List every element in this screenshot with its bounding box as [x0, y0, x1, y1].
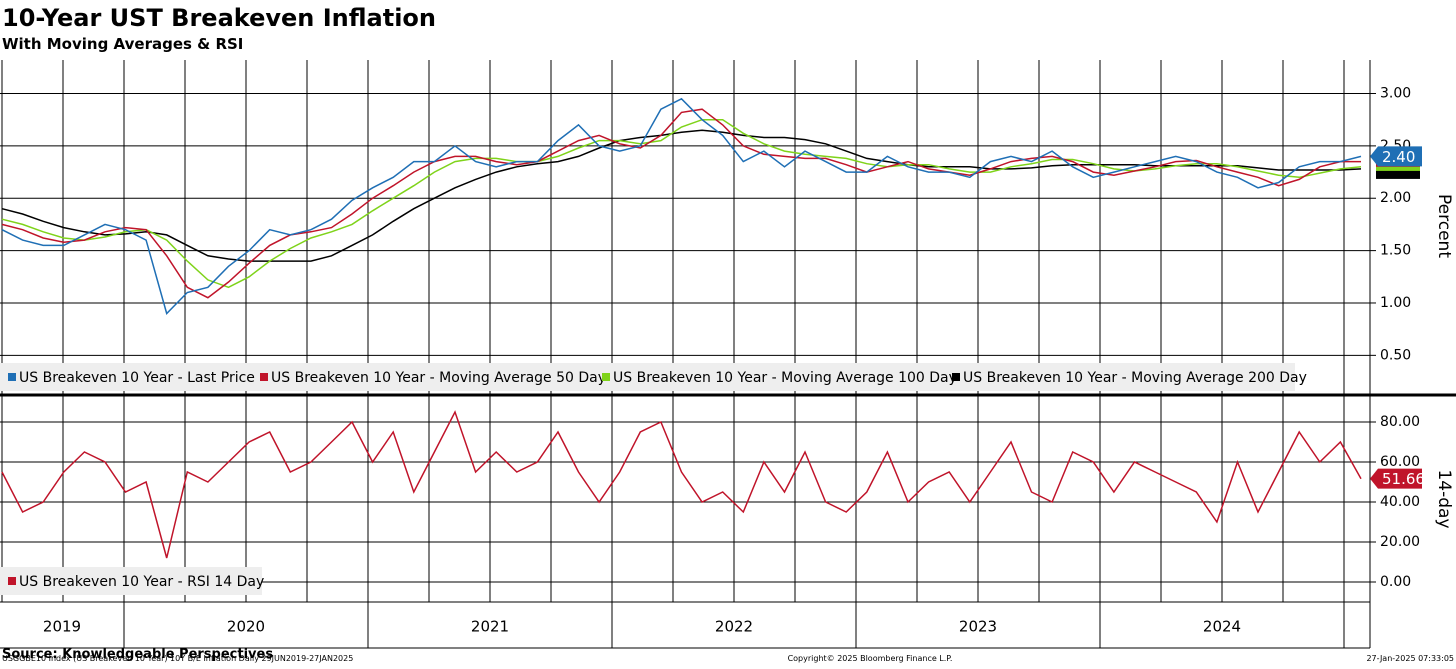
source-note: Source: Knowledgeable Perspectives [2, 647, 273, 662]
legend-background [0, 363, 1295, 391]
x-tick-label: 2019 [43, 618, 81, 636]
y-axis-label: Percent [1434, 194, 1454, 258]
chart-subtitle: With Moving Averages & RSI [2, 35, 243, 53]
legend-background [0, 567, 262, 595]
y-tick-label: 60.00 [1380, 454, 1420, 470]
y-axis-label: 14-day [1434, 469, 1454, 528]
last-value-box [1370, 468, 1422, 489]
legend-swatch [8, 577, 16, 585]
series-line [1, 97, 1362, 315]
footer-right: 27-Jan-2025 07:33:05 [1366, 654, 1454, 663]
legend-swatch [602, 373, 610, 381]
series-line [1, 129, 1362, 262]
last-value-box [1370, 146, 1422, 167]
y-tick-label: 20.00 [1380, 534, 1420, 550]
series-line [1, 108, 1361, 299]
y-tick-label: 1.00 [1380, 295, 1411, 311]
y-tick-label: 80.00 [1380, 414, 1420, 430]
x-tick-label: 2022 [715, 618, 753, 636]
last-value-tag [1376, 166, 1420, 175]
chart-title: 10-Year UST Breakeven Inflation [2, 4, 436, 32]
y-tick-label: 1.50 [1380, 243, 1411, 259]
plot-background [0, 60, 1370, 600]
y-tick-label: 3.00 [1380, 86, 1411, 102]
y-tick-label: 40.00 [1380, 494, 1420, 510]
legend-label: US Breakeven 10 Year - Moving Average 20… [963, 370, 1307, 386]
legend-label: US Breakeven 10 Year - RSI 14 Day [19, 574, 264, 590]
y-tick-label: 0.50 [1380, 347, 1411, 363]
x-tick-label: 2024 [1203, 618, 1241, 636]
legend-label: US Breakeven 10 Year - Moving Average 50… [271, 370, 606, 386]
last-value-label: 2.40 [1382, 148, 1415, 166]
legend-label: US Breakeven 10 Year - Moving Average 10… [613, 370, 957, 386]
footer-left: USGGBE10 Index (US Breakeven 10 Year) 10… [2, 654, 353, 663]
legend-swatch [260, 373, 268, 381]
legend-label: US Breakeven 10 Year - Last Price [19, 370, 255, 386]
legend-swatch [952, 373, 960, 381]
y-tick-label: 2.00 [1380, 190, 1411, 206]
last-value-label: 51.66 [1382, 470, 1425, 488]
legend-swatch [8, 373, 16, 381]
x-tick-label: 2023 [959, 618, 997, 636]
last-value-tag [1376, 170, 1420, 179]
plot-layer: 2019 2020 2021 2022 2023 2024 0.50 1.00 1.50 2.00… [0, 60, 1454, 648]
x-tick-label: 2021 [471, 618, 509, 636]
series-line [1, 410, 1362, 559]
x-tick-label: 2020 [227, 618, 265, 636]
footer-center: Copyright© 2025 Bloomberg Finance L.P. [788, 654, 953, 663]
y-tick-label: 0.00 [1380, 574, 1411, 590]
